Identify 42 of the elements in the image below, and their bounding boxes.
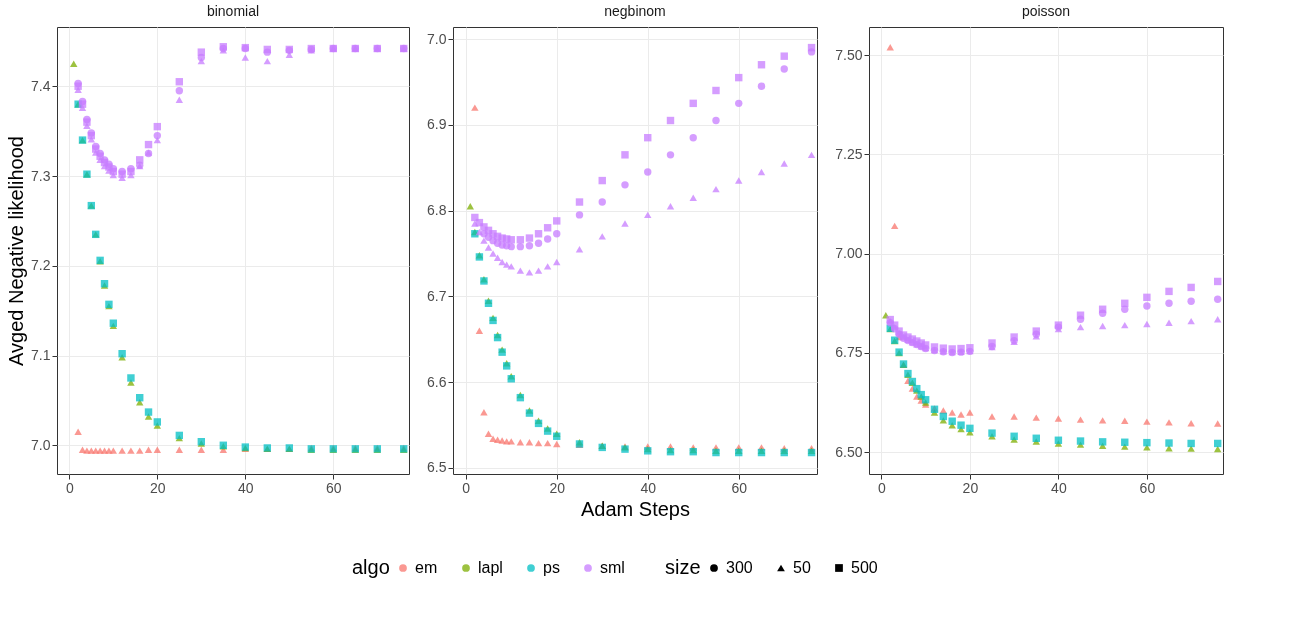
x-tick-label: 60 (731, 479, 748, 496)
y-tick-label: 7.25 (835, 145, 863, 162)
y-tick-label: 7.4 (31, 77, 51, 94)
legend-title: algo (352, 556, 390, 578)
x-tick-label: 0 (65, 479, 74, 496)
legend-label: em (415, 559, 438, 576)
x-axis-title: Adam Steps (581, 497, 690, 520)
text: 50 (793, 559, 811, 576)
y-tick-label: 6.7 (427, 287, 447, 304)
y-tick-label: 6.6 (427, 373, 447, 390)
x-tick-label: 0 (462, 479, 471, 496)
y-tick-label: 7.2 (31, 257, 51, 274)
y-tick-label: 6.75 (835, 344, 863, 361)
x-tick-label: 60 (1139, 479, 1156, 496)
y-tick-label: 7.3 (31, 167, 51, 184)
chart-title: binomial (206, 3, 260, 19)
x-tick-label: 20 (962, 479, 979, 496)
y-tick-label: 6.9 (427, 116, 447, 133)
y-tick-label: 7.00 (835, 245, 863, 262)
y-tick-label: 6.5 (427, 459, 447, 476)
text: 500 (851, 559, 878, 576)
y-tick-label: 6.8 (427, 202, 447, 219)
x-tick-label: 40 (1051, 479, 1067, 496)
text: size (665, 556, 701, 578)
legend-label: sml (600, 559, 625, 576)
y-tick-label: 7.1 (31, 347, 51, 364)
x-tick-label: 0 (877, 479, 886, 496)
y-tick-label: 7.0 (31, 436, 51, 453)
x-tick-label: 20 (150, 479, 166, 496)
legend-label: ps (543, 559, 560, 576)
x-tick-label: 40 (640, 479, 657, 496)
x-tick-label: 40 (238, 479, 254, 496)
x-tick-label: 20 (549, 479, 566, 496)
y-axis-title: Avged Negative likelihood (5, 136, 28, 366)
text: 300 (726, 559, 753, 576)
legend-label: lapl (478, 559, 503, 576)
chart-title: negbinom (604, 3, 666, 19)
y-tick-label: 7.0 (427, 30, 447, 47)
y-tick-label: 6.50 (835, 443, 863, 460)
x-tick-label: 60 (326, 479, 342, 496)
y-tick-label: 7.50 (835, 46, 863, 63)
chart-title: poisson (1021, 3, 1071, 19)
